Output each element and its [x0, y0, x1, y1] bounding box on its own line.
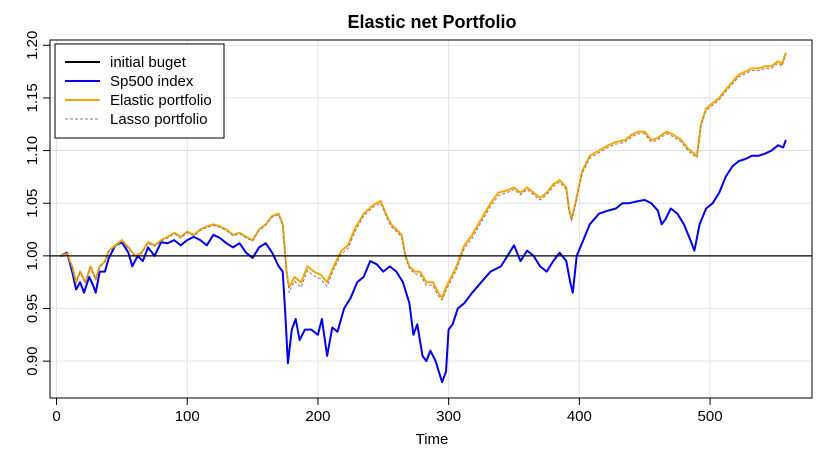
legend-label: Elastic portfolio — [110, 92, 212, 109]
y-tick-label: 1.10 — [24, 136, 41, 165]
x-axis-label: Time — [416, 431, 449, 448]
series-line-sp500-index — [60, 139, 787, 384]
plot-frame — [49, 39, 813, 399]
series-line-elastic-portfolio — [60, 52, 787, 299]
legend-box — [54, 43, 225, 139]
x-tick-label: 300 — [436, 408, 461, 425]
y-tick-label: 1.05 — [24, 189, 41, 218]
legend-label: initial buget — [110, 54, 187, 71]
axes: 0 100 200 300 400 500 0.90 0.95 1.00 1.05 1.10 1.15… — [24, 31, 723, 425]
x-tick-label: 100 — [175, 408, 200, 425]
chart-title: Elastic net Portfolio — [347, 12, 516, 32]
legend-label: Sp500 index — [110, 73, 194, 90]
series-line-lasso-portfolio — [60, 54, 787, 301]
y-tick-label: 0.95 — [24, 294, 41, 323]
y-tick-label: 0.90 — [24, 347, 41, 376]
x-tick-label: 400 — [567, 408, 592, 425]
legend-label: Lasso portfolio — [110, 111, 208, 128]
y-tick-label: 1.00 — [24, 241, 41, 270]
x-tick-label: 0 — [52, 408, 60, 425]
y-tick-label: 1.15 — [24, 83, 41, 112]
x-tick-label: 500 — [698, 408, 723, 425]
x-tick-label: 200 — [305, 408, 330, 425]
series-group — [50, 52, 812, 384]
legend: initial buget Sp500 index Elastic portfoli… — [54, 43, 225, 139]
y-tick-label: 1.20 — [24, 31, 41, 60]
